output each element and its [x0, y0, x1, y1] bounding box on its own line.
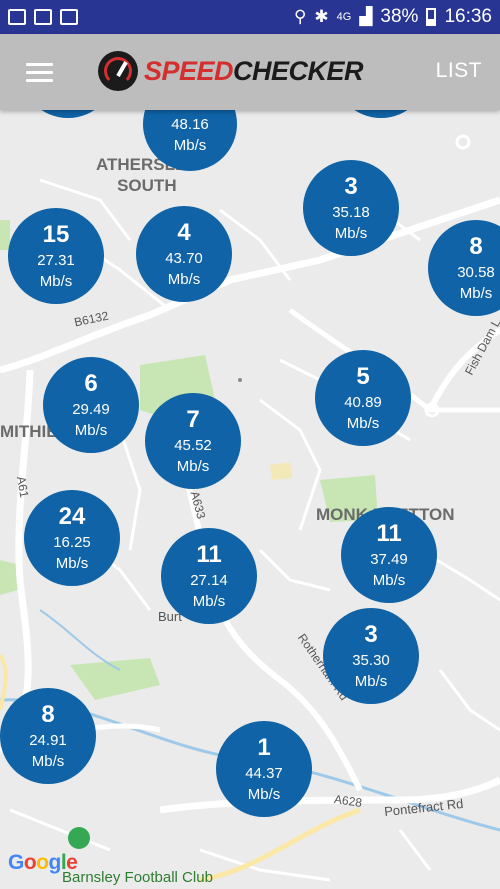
speed-marker[interactable]: 6 29.49 Mb/s: [43, 357, 139, 453]
place-label-burt: Burt: [158, 609, 182, 624]
speed-marker[interactable]: 1 44.37 Mb/s: [216, 721, 312, 817]
app-bar: SPEEDCHECKER LIST: [0, 34, 500, 110]
clock-time: 16:36: [444, 6, 492, 27]
speed-marker[interactable]: 5 40.89 Mb/s: [315, 350, 411, 446]
football-club-poi-icon[interactable]: [68, 827, 90, 849]
status-bar: ⚲ ✱ 4G ▟ 38% 16:36: [0, 0, 500, 34]
hamburger-menu-icon[interactable]: [26, 63, 53, 82]
speed-marker[interactable]: 15 27.31 Mb/s: [8, 208, 104, 304]
location-icon: ⚲: [293, 7, 307, 26]
gallery-notification-icon: [8, 9, 26, 25]
speed-marker[interactable]: 3 35.30 Mb/s: [323, 608, 419, 704]
battery-percent: 38%: [380, 6, 419, 27]
speedometer-icon: [98, 51, 138, 91]
google-logo: Google: [8, 851, 78, 874]
speed-marker[interactable]: 8 24.91 Mb/s: [0, 688, 96, 784]
speed-marker[interactable]: 4 43.70 Mb/s: [136, 206, 232, 302]
speed-marker[interactable]: 11 27.14 Mb/s: [161, 528, 257, 624]
place-label-mithie: MITHIE: [0, 422, 58, 441]
network-type: 4G: [336, 11, 352, 23]
speed-marker-partial[interactable]: [333, 110, 429, 118]
speed-marker[interactable]: 8 30.58 Mb/s: [428, 220, 500, 316]
poi-label-barnsley-fc: Barnsley Football Club: [62, 869, 213, 886]
speed-marker-partial[interactable]: [20, 110, 116, 118]
speedchecker-logo: SPEEDCHECKER: [98, 51, 364, 91]
speed-marker[interactable]: 24 16.25 Mb/s: [24, 490, 120, 586]
signal-icon: ▟: [359, 7, 373, 26]
list-button[interactable]: LIST: [435, 59, 482, 82]
map-view[interactable]: ATHERSLEY SOUTH MONK BRETTON MITHIE Burt…: [0, 110, 500, 889]
speed-marker[interactable]: 11 37.49 Mb/s: [341, 507, 437, 603]
app-notification-icon: [34, 9, 52, 25]
screenshot-notification-icon: [60, 9, 78, 25]
bluetooth-icon: ✱: [314, 7, 329, 26]
speed-marker[interactable]: 7 45.52 Mb/s: [145, 393, 241, 489]
speed-marker[interactable]: 3 35.18 Mb/s: [303, 160, 399, 256]
battery-icon: [426, 8, 437, 26]
